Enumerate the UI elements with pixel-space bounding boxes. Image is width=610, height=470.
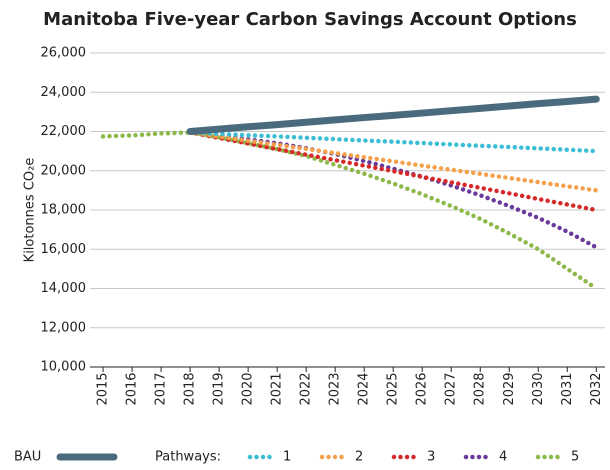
x-tick-label: 2025: [386, 372, 401, 405]
y-tick-label: 18,000: [41, 203, 87, 218]
x-tick-label: 2023: [328, 372, 343, 405]
legend-title: Pathways:: [155, 450, 221, 465]
x-tick-label: 2026: [415, 372, 430, 405]
x-tick-label: 2031: [560, 372, 575, 405]
y-tick-label: 26,000: [41, 46, 87, 61]
x-tick-label: 2024: [357, 372, 372, 405]
legend-label: 4: [499, 450, 507, 465]
series-line: [187, 130, 599, 213]
x-tick-label: 2020: [241, 372, 256, 405]
legend-label: 2: [355, 450, 363, 465]
y-tick-label: 24,000: [41, 85, 87, 100]
chart-title: Manitoba Five-year Carbon Savings Accoun…: [43, 9, 577, 30]
x-tick-label: 2027: [444, 372, 459, 405]
legend-label: BAU: [14, 450, 41, 465]
x-tick-label: 2019: [212, 372, 227, 405]
x-tick-label: 2018: [183, 372, 198, 405]
x-tick-label: 2032: [589, 372, 604, 405]
y-tick-label: 12,000: [41, 320, 87, 335]
x-tick-label: 2030: [531, 372, 546, 405]
series-line: [100, 130, 599, 291]
x-tick-label: 2028: [473, 372, 488, 405]
x-tick-label: 2029: [502, 372, 517, 405]
legend-label: 1: [283, 450, 291, 465]
y-tick-label: 10,000: [41, 360, 87, 375]
x-tick-label: 2016: [125, 372, 140, 405]
series-line: [186, 95, 600, 135]
x-tick-label: 2021: [270, 372, 285, 405]
y-tick-label: 14,000: [41, 281, 87, 296]
y-tick-label: 16,000: [41, 242, 87, 257]
y-tick-label: 20,000: [41, 163, 87, 178]
x-tick-label: 2022: [299, 372, 314, 405]
y-tick-label: 22,000: [41, 124, 87, 139]
legend-label: 3: [427, 450, 435, 465]
y-axis-label: Kilotonnes CO₂e: [23, 158, 38, 263]
x-tick-label: 2017: [154, 372, 169, 405]
legend-label: 5: [571, 450, 579, 465]
series-line: [187, 130, 599, 250]
series-line: [187, 130, 599, 154]
x-tick-label: 2015: [96, 372, 111, 405]
